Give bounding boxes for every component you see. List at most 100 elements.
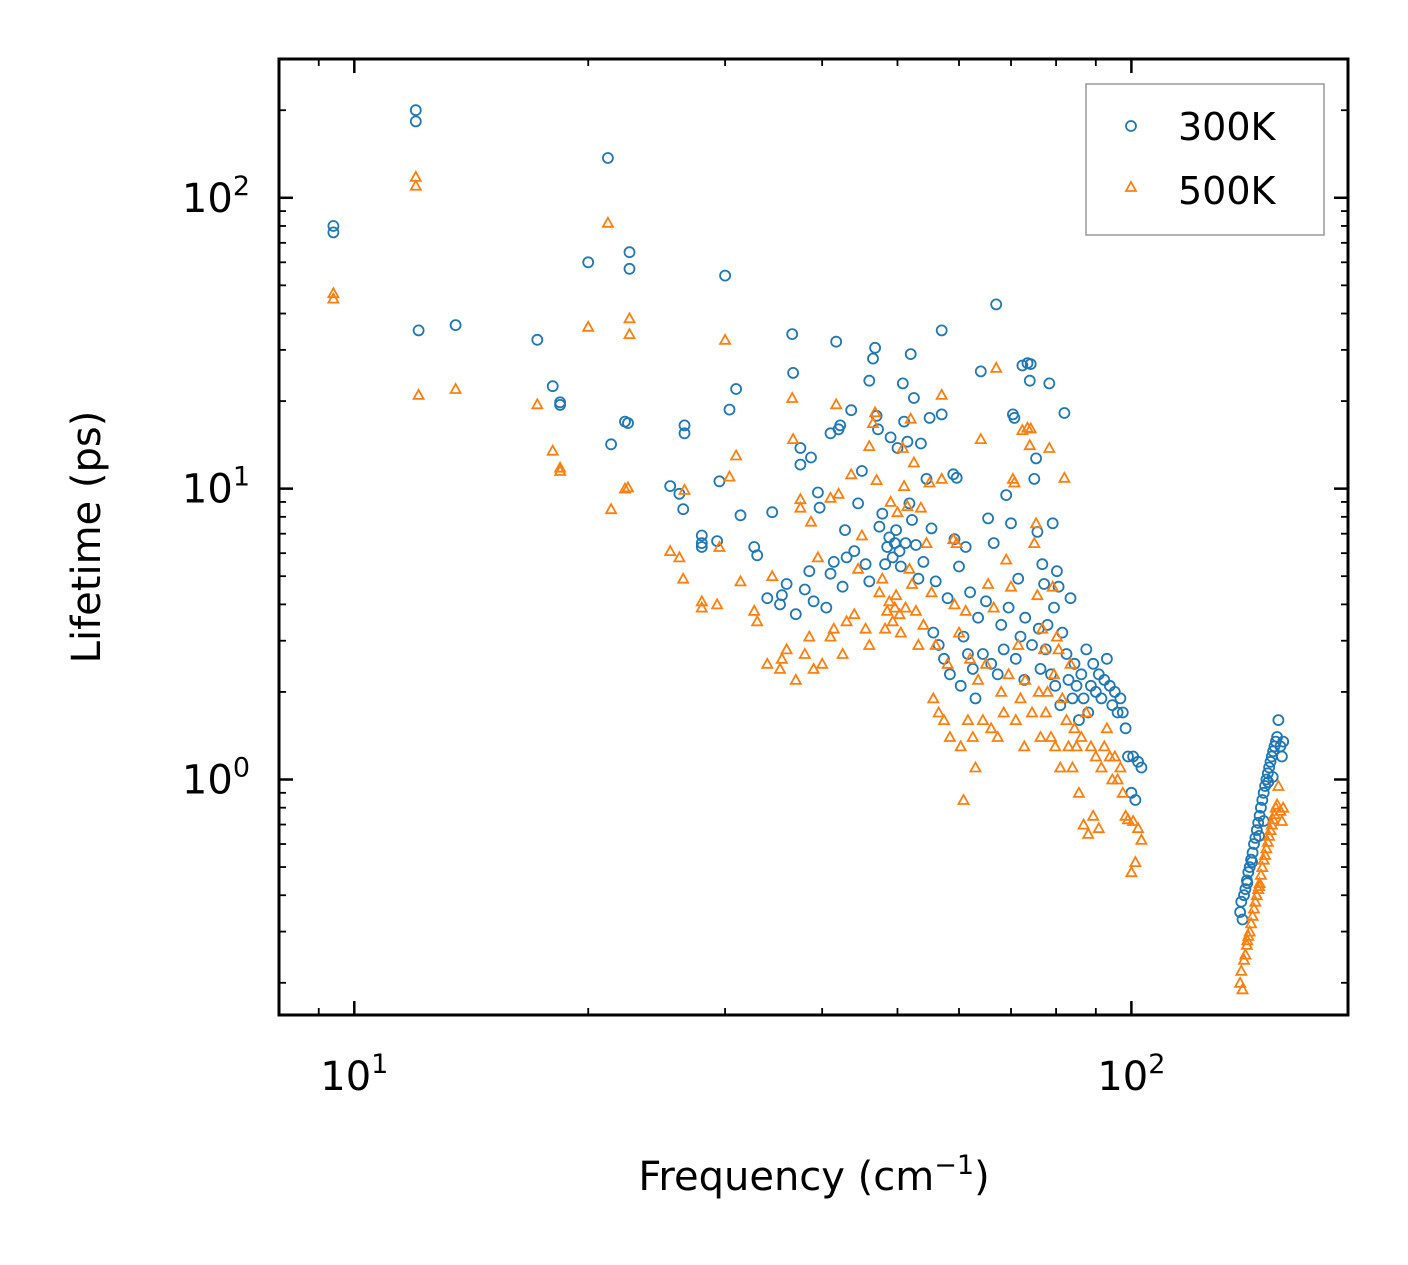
data-point-500k	[981, 577, 995, 589]
data-point-500k	[868, 405, 882, 418]
data-point-500k	[1032, 685, 1046, 697]
data-point-500k	[798, 647, 812, 659]
data-point-300k	[794, 442, 807, 454]
data-point-300k	[813, 501, 826, 514]
data-point-300k	[1253, 830, 1265, 842]
data-point-500k	[802, 629, 816, 642]
data-point-300k	[1111, 706, 1124, 719]
data-point-300k	[1038, 578, 1050, 590]
data-point-500k	[866, 416, 880, 428]
x-axis-label-text: Frequency	[638, 1154, 845, 1200]
data-point-500k	[963, 651, 977, 664]
data-point-300k	[1116, 706, 1129, 719]
data-point-300k	[1252, 816, 1265, 829]
data-point-500k	[1004, 579, 1018, 592]
data-point-300k	[876, 507, 889, 520]
data-point-500k	[729, 448, 743, 461]
data-point-300k	[1051, 565, 1063, 578]
data-point-500k	[1046, 579, 1060, 592]
data-point-500k	[916, 618, 930, 630]
data-point-300k	[327, 226, 340, 239]
data-point-500k	[851, 561, 865, 574]
data-point-300k	[1012, 572, 1025, 585]
data-point-300k	[1049, 679, 1062, 692]
x-tick-labels: 101 102	[320, 1049, 1165, 1100]
data-point-300k	[1239, 883, 1252, 895]
data-point-300k	[327, 220, 340, 232]
data-point-500k	[1234, 963, 1248, 976]
data-point-500k	[1072, 785, 1086, 798]
data-point-500k	[961, 713, 975, 725]
data-point-300k	[898, 415, 910, 428]
data-point-300k	[409, 104, 422, 117]
data-point-300k	[910, 539, 922, 551]
data-point-300k	[1009, 652, 1022, 665]
data-point-500k	[1094, 760, 1108, 773]
data-point-300k	[1238, 889, 1250, 902]
data-point-300k	[848, 545, 861, 557]
data-point-500k	[905, 577, 919, 589]
data-point-500k	[1235, 982, 1250, 995]
data-point-500k	[1124, 865, 1138, 878]
data-point-500k	[900, 499, 914, 512]
legend-frame	[1085, 83, 1325, 236]
data-point-300k	[623, 262, 636, 275]
data-point-500k	[546, 443, 560, 456]
data-point-500k	[862, 638, 876, 650]
data-point-300k	[827, 556, 840, 568]
data-point-500k	[710, 597, 724, 610]
data-point-300k	[915, 437, 927, 450]
data-point-500k	[1113, 760, 1127, 773]
data-point-300k	[901, 435, 914, 448]
data-point-300k	[890, 524, 902, 536]
data-point-300k	[906, 514, 918, 526]
data-point-300k	[908, 392, 920, 404]
data-point-300k	[1026, 639, 1038, 651]
data-point-500k	[1059, 713, 1074, 725]
data-point-300k	[1070, 679, 1083, 692]
data-point-300k	[840, 551, 853, 564]
data-point-300k	[761, 592, 774, 605]
data-point-500k	[999, 552, 1013, 565]
data-point-500k	[994, 685, 1008, 697]
data-point-500k	[1128, 855, 1142, 867]
data-point-300k	[1019, 611, 1032, 624]
data-point-500k	[997, 705, 1011, 718]
y-tick-label: 101	[182, 462, 250, 513]
data-point-300k	[896, 377, 909, 390]
data-point-500k	[823, 629, 838, 642]
data-point-500k	[1248, 894, 1262, 907]
data-point-500k	[1018, 673, 1032, 685]
data-point-500k	[1029, 516, 1043, 529]
data-point-500k	[1243, 924, 1257, 937]
data-point-500k	[987, 600, 1001, 613]
data-point-500k	[1042, 441, 1056, 453]
data-point-500k	[618, 481, 632, 494]
data-point-300k	[1266, 771, 1279, 783]
data-point-500k	[1079, 705, 1093, 718]
data-point-300k	[602, 152, 614, 164]
data-point-300k	[1248, 838, 1260, 850]
data-point-300k	[834, 419, 847, 432]
data-point-300k	[839, 524, 851, 536]
data-point-500k	[847, 607, 861, 620]
data-point-300k	[678, 427, 691, 440]
data-point-300k	[1043, 377, 1056, 390]
data-point-300k	[891, 442, 904, 454]
data-point-500k	[733, 574, 748, 587]
data-point-300k	[1095, 692, 1108, 705]
data-point-500k	[1009, 713, 1023, 725]
data-point-300k	[1119, 722, 1132, 735]
data-point-300k	[1030, 452, 1042, 465]
data-point-300k	[695, 537, 708, 549]
data-point-500k	[1084, 739, 1098, 752]
data-point-500k	[1011, 638, 1025, 650]
data-point-500k	[622, 327, 637, 339]
data-point-500k	[1023, 438, 1037, 451]
data-point-500k	[1250, 888, 1264, 901]
data-point-500k	[1061, 739, 1076, 752]
data-point-300k	[1122, 750, 1134, 763]
data-point-300k	[997, 643, 1010, 656]
data-point-500k	[937, 713, 951, 725]
data-point-500k	[1276, 800, 1290, 813]
